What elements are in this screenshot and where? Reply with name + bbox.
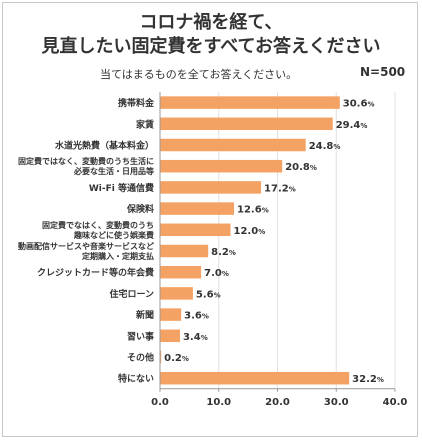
value-unit: % (201, 334, 208, 342)
value-number: 3.4 (183, 332, 201, 343)
bar (160, 159, 283, 173)
category-label: 習い事 (127, 330, 154, 342)
value-unit: % (367, 101, 374, 109)
category-label: 携帯料金 (118, 97, 155, 109)
value-label: 32.2% (352, 374, 384, 385)
value-number: 7.0 (204, 268, 222, 279)
value-number: 29.4 (336, 120, 361, 131)
category-label-line: 水道光熱費（基本料金） (55, 140, 154, 152)
value-number: 20.8 (285, 162, 310, 173)
value-unit: % (289, 185, 296, 193)
category-label: その他 (127, 352, 154, 364)
category-label: 水道光熱費（基本料金） (55, 140, 154, 152)
bar (160, 371, 350, 385)
value-label: 20.8% (285, 162, 317, 173)
category-label-line: 携帯料金 (118, 97, 155, 109)
category-label-line: 趣味などに使う娯楽費 (73, 230, 154, 240)
bar (160, 223, 231, 237)
value-unit: % (360, 122, 367, 130)
bar (160, 138, 306, 152)
category-label: 住宅ローン (109, 288, 154, 300)
category-label-line: 保険料 (126, 203, 154, 215)
category-label-line: 動画配信サービスや音楽サービスなど (18, 241, 154, 251)
category-label: 家賃 (136, 118, 154, 130)
value-unit: % (182, 355, 189, 363)
category-label: Wi-Fi 等通信費 (89, 182, 154, 194)
value-label: 29.4% (336, 120, 368, 131)
category-label-line: 家賃 (136, 118, 154, 130)
x-tick-label: 0.0 (151, 397, 169, 408)
value-unit: % (214, 291, 221, 299)
category-label: クレジットカード等の年会費 (37, 267, 154, 279)
value-unit: % (310, 164, 317, 172)
value-number: 17.2 (264, 183, 289, 194)
bar (160, 329, 180, 343)
category-label-line: その他 (127, 352, 154, 364)
category-label: 保険料 (126, 203, 154, 215)
category-label: 固定費ではなく、変動費のうち生活に必要な生活・日用品等 (18, 156, 154, 176)
x-tick-label: 40.0 (383, 397, 408, 408)
chart-subtitle: 当てはまるものを全てお答えください。 (100, 68, 298, 81)
value-number: 3.6 (184, 311, 202, 322)
bar (160, 308, 182, 321)
value-label: 17.2% (264, 183, 296, 194)
x-tick-label: 30.0 (324, 397, 349, 408)
x-tick-label: 20.0 (265, 397, 290, 408)
category-label-line: 特にない (118, 373, 154, 385)
value-label: 5.6% (196, 289, 221, 300)
value-unit: % (262, 207, 269, 215)
bar (160, 265, 202, 279)
value-unit: % (258, 228, 265, 236)
value-label: 30.6% (343, 99, 375, 110)
value-label: 3.6% (184, 311, 209, 322)
category-label-line: 定期購入・定期支払 (81, 251, 154, 261)
category-label-line: 必要な生活・日用品等 (73, 166, 154, 176)
category-label: 動画配信サービスや音楽サービスなど定期購入・定期支払 (18, 241, 154, 261)
bar (160, 117, 333, 131)
category-label-line: 固定費でなはく、変動費のうち (42, 220, 154, 230)
bar (160, 287, 193, 300)
x-tick-label: 10.0 (206, 397, 231, 408)
value-label: 12.6% (237, 205, 269, 216)
chart-title-line2: 見直したい固定費をすべてお答えください (41, 36, 381, 57)
bar (160, 96, 340, 109)
value-label: 0.2% (164, 353, 189, 364)
category-label: 新聞 (136, 309, 154, 321)
value-number: 32.2 (352, 374, 377, 385)
value-label: 12.0% (234, 226, 266, 237)
value-number: 8.2 (211, 247, 229, 258)
value-unit: % (202, 313, 209, 321)
value-unit: % (229, 249, 236, 257)
value-unit: % (222, 270, 229, 278)
chart-frame (2, 2, 418, 437)
value-number: 24.8 (309, 141, 334, 152)
value-label: 7.0% (204, 268, 229, 279)
category-label-line: 固定費ではなく、変動費のうち生活に (18, 156, 154, 166)
value-label: 8.2% (211, 247, 236, 258)
bar (160, 350, 162, 364)
category-label-line: 新聞 (136, 309, 154, 321)
category-label-line: Wi-Fi 等通信費 (89, 182, 154, 194)
bar (160, 202, 235, 215)
value-number: 12.0 (234, 226, 259, 237)
bar (160, 244, 209, 258)
value-number: 0.2 (164, 353, 182, 364)
bar (160, 181, 262, 194)
category-label: 固定費でなはく、変動費のうち趣味などに使う娯楽費 (42, 220, 154, 240)
value-unit: % (333, 143, 340, 151)
value-number: 12.6 (237, 205, 262, 216)
category-label-line: 住宅ローン (109, 288, 154, 300)
value-label: 3.4% (183, 332, 208, 343)
value-unit: % (377, 376, 384, 384)
sample-size: N=500 (360, 65, 406, 79)
value-number: 5.6 (196, 289, 214, 300)
category-label-line: 習い事 (127, 330, 154, 342)
category-label: 特にない (118, 373, 154, 385)
value-label: 24.8% (309, 141, 341, 152)
category-label-line: クレジットカード等の年会費 (37, 267, 154, 279)
chart-title-line1: コロナ禍を経て、 (139, 12, 283, 33)
value-number: 30.6 (343, 99, 368, 110)
